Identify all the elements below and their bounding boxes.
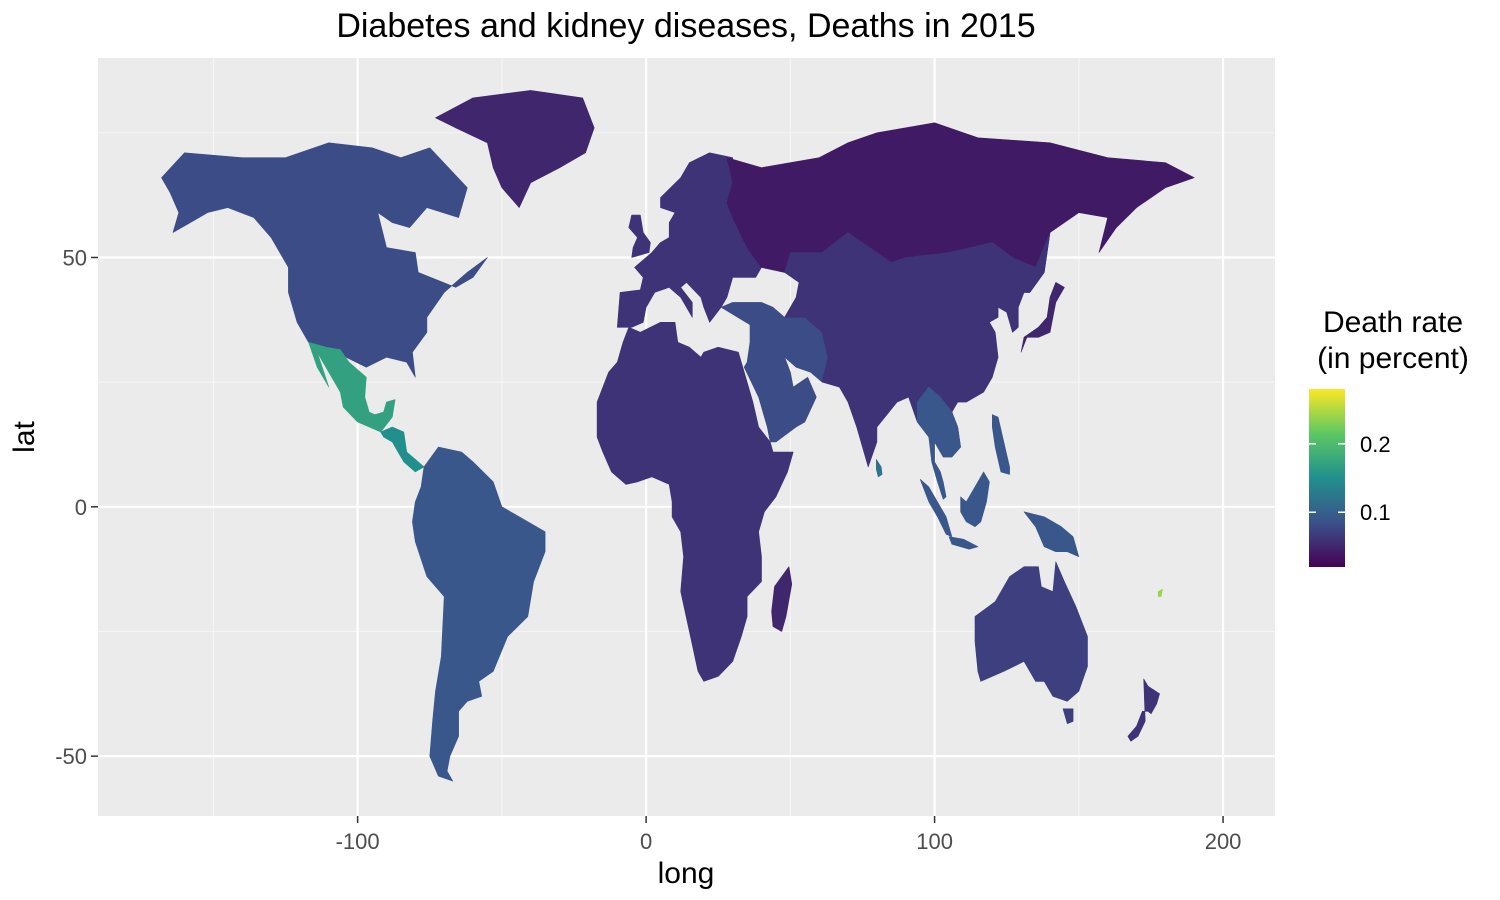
x-axis-ticks: -100 0 100 200: [336, 816, 1242, 854]
region-great-britain: [628, 214, 651, 258]
region-madagascar: [771, 566, 793, 632]
x-tick-label: 0: [640, 829, 652, 854]
region-southeast-asia: [916, 386, 961, 500]
region-new-zealand: [1127, 678, 1160, 742]
legend-title-line2: (in percent): [1317, 342, 1469, 375]
region-central-america: [380, 426, 425, 473]
region-borneo: [960, 471, 990, 528]
region-sumatra: [919, 479, 953, 538]
x-tick-label: -100: [336, 829, 380, 854]
legend-title-line1: Death rate: [1323, 306, 1463, 339]
region-japan: [1020, 282, 1065, 353]
x-axis-title: long: [658, 857, 715, 890]
y-tick-label: 50: [63, 245, 87, 270]
y-tick-label: 0: [75, 495, 87, 520]
region-australia: [974, 561, 1088, 702]
region-south-america: [412, 446, 546, 782]
chart-title: Diabetes and kidney diseases, Deaths in …: [336, 7, 1035, 45]
x-tick-label: 200: [1205, 829, 1242, 854]
legend-ticks: 0.2 0.1: [1309, 432, 1391, 525]
legend: Death rate (in percent) 0.2 0.1: [1309, 306, 1469, 567]
y-axis-title: lat: [8, 420, 41, 452]
y-axis-ticks: 50 0 -50: [55, 245, 98, 769]
country-regions: [161, 90, 1195, 782]
x-tick-label: 100: [916, 829, 953, 854]
region-philippines: [991, 414, 1010, 475]
legend-tick-label: 0.2: [1360, 432, 1391, 457]
region-greenland: [435, 90, 595, 208]
region-fiji: [1157, 588, 1163, 597]
region-africa: [596, 321, 794, 682]
legend-tick-label: 0.1: [1360, 500, 1391, 525]
region-north-america: [161, 142, 488, 378]
y-tick-label: -50: [55, 744, 87, 769]
region-java: [948, 536, 979, 550]
region-new-guinea: [1023, 511, 1080, 558]
region-tasmania: [1062, 708, 1074, 725]
region-sri-lanka: [875, 459, 883, 478]
region-asia: [784, 232, 1051, 468]
region-mexico: [308, 341, 396, 433]
legend-colorbar: [1309, 389, 1345, 567]
